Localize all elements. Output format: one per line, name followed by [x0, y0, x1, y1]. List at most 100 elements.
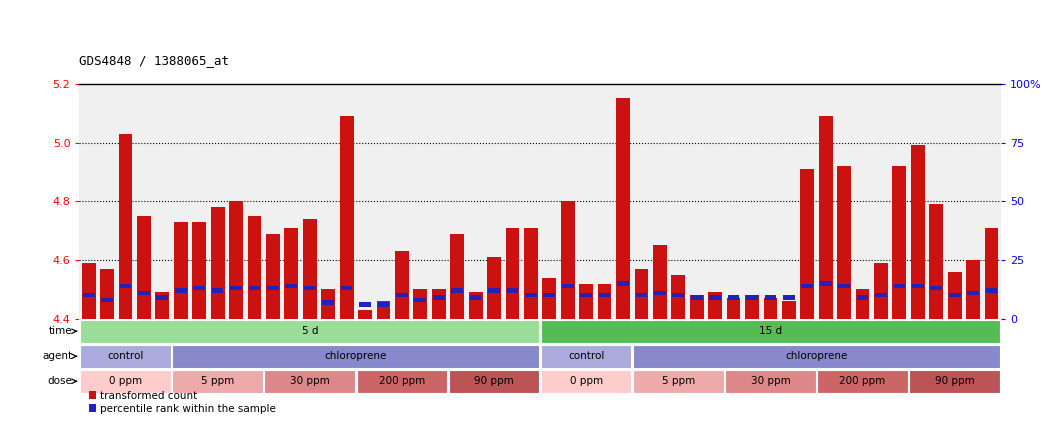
Bar: [506, 288, 518, 293]
Bar: [671, 275, 685, 319]
Bar: [838, 166, 851, 319]
Bar: [505, 228, 519, 319]
Bar: [211, 207, 225, 319]
Bar: [470, 295, 482, 300]
Bar: [358, 310, 372, 319]
Text: control: control: [568, 351, 605, 361]
Bar: [194, 286, 205, 291]
Bar: [80, 345, 170, 368]
Bar: [413, 289, 427, 319]
Text: control: control: [107, 351, 144, 361]
Bar: [802, 284, 813, 288]
Bar: [617, 281, 629, 286]
Bar: [839, 284, 850, 288]
Bar: [708, 292, 722, 319]
Bar: [101, 269, 114, 319]
Bar: [303, 219, 317, 319]
Bar: [541, 345, 631, 368]
Bar: [432, 289, 446, 319]
Text: agent: agent: [42, 351, 72, 361]
Bar: [83, 293, 94, 297]
Bar: [985, 228, 999, 319]
Bar: [341, 286, 353, 291]
Bar: [321, 289, 335, 319]
Bar: [633, 370, 723, 393]
Text: 15 d: 15 d: [759, 326, 782, 336]
Bar: [949, 293, 961, 297]
Bar: [747, 295, 758, 300]
Text: 5 d: 5 d: [302, 326, 318, 336]
Bar: [783, 295, 794, 300]
Text: 90 ppm: 90 ppm: [935, 376, 974, 386]
Bar: [82, 263, 95, 319]
Text: 0 ppm: 0 ppm: [570, 376, 603, 386]
Bar: [728, 295, 739, 300]
Bar: [541, 370, 631, 393]
Bar: [120, 284, 131, 288]
Bar: [856, 289, 869, 319]
Bar: [672, 293, 684, 297]
Bar: [930, 204, 944, 319]
Text: 200 ppm: 200 ppm: [840, 376, 885, 386]
Bar: [173, 370, 263, 393]
Text: 30 ppm: 30 ppm: [290, 376, 329, 386]
Bar: [156, 292, 169, 319]
Text: 90 ppm: 90 ppm: [474, 376, 514, 386]
Bar: [173, 345, 539, 368]
Bar: [137, 216, 150, 319]
Bar: [653, 245, 667, 319]
Bar: [377, 301, 391, 319]
Bar: [654, 291, 666, 295]
Bar: [616, 99, 630, 319]
Bar: [561, 201, 575, 319]
Bar: [801, 169, 814, 319]
Bar: [230, 286, 241, 291]
Bar: [265, 370, 355, 393]
Bar: [450, 233, 464, 319]
Bar: [765, 295, 776, 300]
Bar: [193, 222, 207, 319]
Bar: [820, 281, 831, 286]
Bar: [487, 257, 501, 319]
Bar: [543, 293, 555, 297]
Bar: [449, 370, 539, 393]
Bar: [911, 146, 925, 319]
Bar: [248, 216, 262, 319]
Bar: [966, 260, 980, 319]
Bar: [893, 166, 907, 319]
Bar: [948, 272, 962, 319]
Bar: [726, 298, 740, 319]
Bar: [912, 284, 923, 288]
Bar: [746, 295, 759, 319]
Bar: [633, 345, 1000, 368]
Text: GDS4848 / 1388065_at: GDS4848 / 1388065_at: [79, 54, 230, 67]
Bar: [414, 298, 426, 302]
Bar: [986, 288, 998, 293]
Bar: [433, 295, 445, 300]
Text: 30 ppm: 30 ppm: [751, 376, 790, 386]
Bar: [175, 288, 186, 293]
Bar: [174, 222, 187, 319]
Bar: [524, 228, 538, 319]
Bar: [378, 302, 390, 307]
Bar: [635, 293, 647, 297]
Bar: [634, 269, 648, 319]
Bar: [395, 251, 409, 319]
Bar: [286, 284, 298, 288]
Bar: [541, 320, 1000, 343]
Bar: [340, 116, 354, 319]
Bar: [579, 283, 593, 319]
Bar: [266, 233, 280, 319]
Bar: [967, 291, 979, 295]
Bar: [102, 298, 113, 302]
Text: chloroprene: chloroprene: [325, 351, 387, 361]
Bar: [525, 293, 537, 297]
Bar: [910, 370, 1000, 393]
Text: 5 ppm: 5 ppm: [662, 376, 695, 386]
Bar: [725, 370, 815, 393]
Bar: [359, 302, 371, 307]
Bar: [322, 300, 334, 305]
Bar: [357, 370, 447, 393]
Bar: [598, 293, 610, 297]
Text: dose: dose: [48, 376, 72, 386]
